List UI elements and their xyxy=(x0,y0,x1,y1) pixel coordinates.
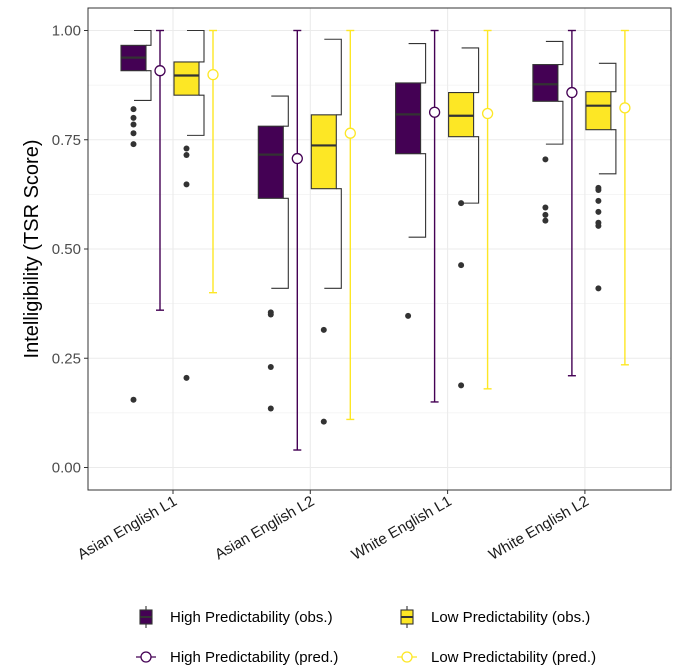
legend-label: High Predictability (obs.) xyxy=(170,609,333,626)
outlier-point xyxy=(458,382,465,389)
outlier-point xyxy=(130,121,137,128)
whisker-upper xyxy=(545,40,564,66)
box-low-obs xyxy=(585,62,617,292)
whisker-upper xyxy=(187,29,205,63)
box-high-obs xyxy=(257,95,289,412)
outlier-point xyxy=(130,396,137,403)
y-tick-label: 1.00 xyxy=(52,23,81,40)
box-high-obs xyxy=(532,40,564,224)
outlier-point xyxy=(595,285,602,292)
y-tick-label: 0.00 xyxy=(52,460,81,477)
legend-item-low-pred: Low Predictability (pred.) xyxy=(397,649,596,666)
box-iqr xyxy=(173,61,200,96)
whisker-lower xyxy=(271,197,289,289)
estimate-point xyxy=(428,106,441,118)
pred-low xyxy=(344,29,356,421)
estimate-point xyxy=(291,152,303,165)
outlier-point xyxy=(130,130,137,137)
whisker-lower xyxy=(187,94,205,136)
estimate-point xyxy=(566,86,578,99)
outlier-point xyxy=(267,363,274,370)
pred-high xyxy=(566,29,578,377)
outlier-point xyxy=(458,262,465,269)
chart-marks xyxy=(120,29,631,451)
outlier-point xyxy=(320,418,327,425)
legend-item-low-obs: Low Predictability (obs.) xyxy=(400,606,590,628)
legend-label: Low Predictability (pred.) xyxy=(431,649,596,666)
legend-label: High Predictability (pred.) xyxy=(170,649,338,666)
legend: High Predictability (obs.) Low Predictabi… xyxy=(136,606,596,666)
y-tick-label: 0.75 xyxy=(52,132,81,149)
whisker-upper xyxy=(134,29,152,46)
outlier-point xyxy=(542,211,549,218)
box-low-obs xyxy=(448,47,480,389)
pred-high xyxy=(291,29,303,451)
box-iqr xyxy=(585,91,612,131)
x-tick-label: White English L1 xyxy=(349,493,455,564)
whisker-upper xyxy=(598,62,617,93)
outlier-point xyxy=(267,405,274,412)
whisker-upper xyxy=(408,43,427,84)
pred-high xyxy=(154,29,166,311)
legend-label: Low Predictability (obs.) xyxy=(431,609,590,626)
outlier-point xyxy=(542,204,549,211)
y-tick-label: 0.25 xyxy=(52,350,81,367)
x-tick-label: Asian English L2 xyxy=(212,493,317,564)
pred-high xyxy=(428,29,441,403)
outlier-point xyxy=(267,311,274,318)
box-low-obs xyxy=(173,29,205,381)
y-axis-label: Intelligibility (TSR Score) xyxy=(21,140,43,359)
whisker-lower xyxy=(545,100,564,145)
box-iqr xyxy=(532,64,559,102)
legend-item-high-pred: High Predictability (pred.) xyxy=(136,649,338,666)
estimate-point xyxy=(154,65,166,77)
pred-low xyxy=(619,29,631,366)
whisker-lower xyxy=(598,129,617,175)
outlier-point xyxy=(595,222,602,229)
box-high-obs xyxy=(395,43,427,319)
y-axis: 0.00 0.25 0.50 0.75 1.00 xyxy=(52,23,88,477)
outlier-point xyxy=(130,106,137,113)
outlier-point xyxy=(542,156,549,163)
whisker-upper xyxy=(461,47,480,94)
estimate-point xyxy=(481,107,494,120)
estimate-point xyxy=(207,68,219,81)
legend-key-point xyxy=(401,651,413,663)
whisker-lower xyxy=(461,136,480,204)
legend-item-high-obs: High Predictability (obs.) xyxy=(139,606,333,628)
outlier-point xyxy=(458,200,465,207)
outlier-point xyxy=(183,374,190,381)
whisker-upper xyxy=(324,38,342,116)
outlier-point xyxy=(130,114,137,121)
outlier-point xyxy=(595,208,602,215)
outlier-point xyxy=(405,312,412,319)
legend-key-point xyxy=(140,651,152,663)
outlier-point xyxy=(183,152,190,159)
whisker-lower xyxy=(324,188,342,289)
outlier-point xyxy=(595,197,602,204)
pred-low xyxy=(481,29,494,390)
pred-low xyxy=(207,29,219,294)
whisker-upper xyxy=(271,95,289,127)
x-axis: Asian English L1 Asian English L2 White En… xyxy=(75,490,592,564)
box-high-obs xyxy=(120,29,152,403)
x-tick-label: Asian English L1 xyxy=(75,493,180,564)
outlier-point xyxy=(183,145,190,152)
whisker-lower xyxy=(408,153,427,238)
y-tick-label: 0.50 xyxy=(52,241,81,258)
outlier-point xyxy=(130,141,137,148)
estimate-point xyxy=(344,127,356,139)
outlier-point xyxy=(183,181,190,188)
estimate-point xyxy=(619,102,631,114)
outlier-point xyxy=(320,326,327,333)
box-iqr xyxy=(257,125,284,199)
box-iqr xyxy=(310,114,337,190)
outlier-point xyxy=(542,217,549,224)
outlier-point xyxy=(595,187,602,194)
whisker-lower xyxy=(134,70,152,101)
box-low-obs xyxy=(310,38,342,425)
x-tick-label: White English L2 xyxy=(486,493,592,564)
box-iqr xyxy=(395,82,422,155)
